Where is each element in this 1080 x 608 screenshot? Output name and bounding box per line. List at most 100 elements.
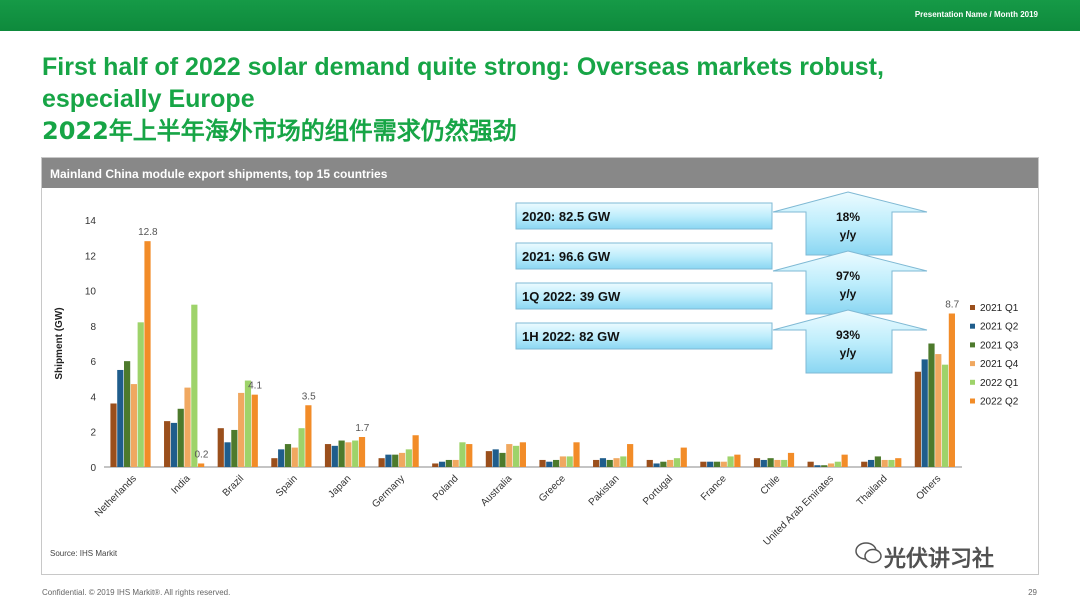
top-banner: Presentation Name / Month 2019	[0, 0, 1080, 31]
y-tick-label: 12	[85, 251, 97, 262]
bar-pakistan-2021-q2	[599, 458, 607, 467]
bar-india-2021-q4	[184, 387, 191, 467]
y-tick-label: 8	[90, 322, 96, 333]
bar-thailand-2021-q1	[861, 461, 868, 467]
chart-title: Mainland China module export shipments, …	[50, 167, 388, 181]
legend-label: 2021 Q1	[980, 303, 1019, 314]
bar-australia-2022-q1	[512, 445, 520, 467]
bar-germany-2021-q1	[378, 458, 385, 467]
legend-label: 2022 Q2	[980, 397, 1019, 408]
bar-spain-2021-q4	[291, 447, 298, 467]
bar-australia-2021-q4	[506, 444, 513, 467]
bar-united-arab-emirates-2021-q1	[807, 461, 814, 467]
legend-swatch	[970, 323, 975, 329]
x-tick-label: Others	[914, 473, 943, 502]
bar-japan-2022-q2	[358, 437, 366, 467]
bar-greece-2021-q1	[539, 459, 546, 467]
bar-spain-2021-q2	[278, 449, 285, 467]
bar-united-arab-emirates-2021-q2	[814, 465, 821, 467]
bar-japan-2021-q2	[331, 445, 338, 467]
x-tick-label: Japan	[326, 473, 353, 500]
annotation-box-label: 1Q 2022: 39 GW	[522, 289, 621, 304]
y-tick-label: 6	[90, 357, 96, 368]
bar-japan-2021-q3	[338, 440, 345, 467]
bar-netherlands-2021-q2	[117, 369, 124, 467]
bar-australia-2021-q2	[492, 449, 499, 467]
bar-brazil-2022-q1	[244, 380, 252, 467]
bar-japan-2022-q1	[352, 440, 359, 467]
y-tick-label: 0	[90, 463, 96, 474]
annotation-box	[515, 202, 773, 230]
y-axis-label: Shipment (GW)	[54, 307, 65, 379]
bar-netherlands-2022-q2	[144, 241, 151, 467]
growth-arrow-unit: y/y	[840, 228, 857, 242]
footer-copyright: Confidential. © 2019 IHS Markit®. All ri…	[42, 588, 231, 597]
wechat-icon	[855, 542, 882, 564]
bar-others-2021-q3	[928, 343, 935, 467]
bar-greece-2021-q4	[559, 456, 567, 467]
bar-thailand-2022-q2	[895, 458, 902, 467]
bar-chile-2021-q1	[753, 458, 761, 467]
legend-label: 2022 Q1	[980, 378, 1019, 389]
bar-india-2021-q2	[170, 422, 178, 467]
bar-australia-2022-q2	[519, 442, 526, 467]
bar-pakistan-2022-q1	[620, 456, 627, 467]
bar-portugal-2021-q4	[667, 459, 674, 467]
bar-germany-2021-q4	[398, 452, 406, 467]
annotation-box	[515, 242, 773, 270]
bar-germany-2022-q1	[405, 449, 412, 467]
bar-australia-2021-q3	[499, 452, 506, 467]
bar-chile-2021-q2	[760, 459, 767, 467]
bar-netherlands-2021-q4	[130, 384, 138, 467]
data-label: 0.2	[194, 449, 208, 460]
source-note: Source: IHS Markit	[50, 549, 118, 558]
data-label: 1.7	[355, 423, 369, 434]
bar-poland-2021-q3	[445, 459, 452, 467]
bar-japan-2021-q4	[345, 442, 352, 467]
growth-arrow-unit: y/y	[840, 287, 857, 301]
growth-arrow-percent: 97%	[836, 269, 860, 283]
bar-france-2021-q2	[707, 461, 714, 467]
legend-swatch	[970, 305, 975, 310]
legend-swatch	[970, 361, 975, 367]
x-tick-label: Australia	[479, 473, 515, 509]
y-tick-label: 10	[85, 287, 97, 298]
bar-france-2021-q3	[713, 461, 721, 467]
growth-arrow-unit: y/y	[840, 346, 857, 360]
annotation-box-label: 2021: 96.6 GW	[522, 249, 611, 264]
growth-arrow	[772, 309, 928, 374]
bar-others-2022-q2	[948, 313, 955, 467]
bar-thailand-2021-q4	[881, 459, 888, 467]
x-tick-label: Chile	[759, 473, 783, 497]
y-tick-label: 2	[90, 428, 96, 439]
bar-brazil-2022-q2	[251, 394, 258, 467]
legend-swatch	[970, 342, 975, 348]
annotation-box-label: 1H 2022: 82 GW	[522, 329, 620, 344]
bar-portugal-2022-q2	[680, 447, 687, 467]
bar-greece-2021-q2	[546, 461, 553, 467]
watermark-text: 光伏讲习社	[884, 547, 995, 572]
x-tick-label: Pakistan	[587, 473, 622, 508]
bar-india-2021-q1	[164, 421, 171, 467]
bar-germany-2022-q2	[412, 435, 419, 467]
bar-chart: 0 2 4 6 8 10 12 14 Shipment (GW) Netherlands India…	[54, 191, 1019, 548]
bar-united-arab-emirates-2021-q3	[821, 465, 828, 467]
chart-panel: Mainland China module export shipments, …	[41, 157, 1039, 575]
bar-france-2021-q1	[700, 461, 707, 467]
chart-header: Mainland China module export shipments, …	[42, 158, 1038, 188]
bar-pakistan-2021-q3	[606, 459, 613, 467]
slide-title-line1: First half of 2022 solar demand quite st…	[42, 53, 884, 81]
bar-germany-2021-q2	[385, 454, 392, 467]
bar-portugal-2021-q3	[660, 461, 667, 467]
bar-others-2022-q1	[941, 364, 949, 467]
x-tick-label: Netherlands	[93, 473, 139, 519]
annotation-box	[515, 322, 773, 350]
bar-spain-2021-q3	[284, 444, 292, 467]
bar-others-2021-q4	[935, 354, 942, 467]
bar-pakistan-2022-q2	[627, 444, 634, 467]
bar-brazil-2021-q2	[224, 442, 231, 467]
bar-spain-2022-q2	[305, 405, 312, 467]
bar-greece-2022-q1	[566, 456, 573, 467]
slide-title-chinese: 2022年上半年海外市场的组件需求仍然强劲	[42, 117, 517, 145]
bar-france-2022-q1	[727, 456, 734, 467]
